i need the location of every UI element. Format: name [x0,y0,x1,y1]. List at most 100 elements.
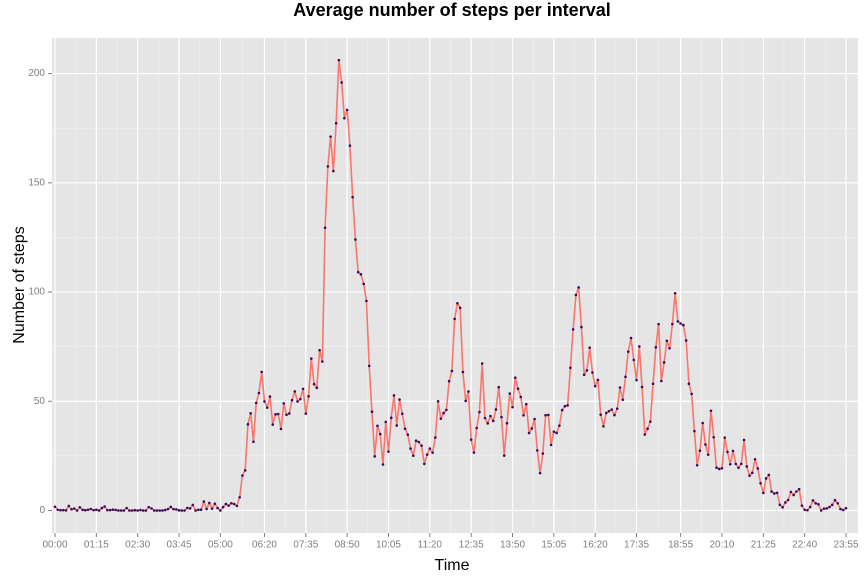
data-point [161,509,164,512]
data-point [103,505,106,508]
data-point [756,467,760,470]
data-point [301,387,305,391]
data-point [340,81,343,84]
data-point [566,404,569,407]
data-point [370,410,374,413]
data-point [491,419,495,423]
data-point [202,500,206,503]
data-point [593,384,597,388]
data-point [298,397,302,401]
data-point [232,502,236,506]
data-point [497,385,501,389]
data-point [704,443,707,446]
data-point [524,402,528,406]
data-point [172,507,175,511]
data-point [141,509,145,512]
data-point [464,399,467,403]
data-point [417,440,421,444]
data-point [745,465,749,468]
data-point [191,503,195,507]
data-point [61,508,65,512]
data-point [398,398,401,401]
x-tick-label: 20:10 [709,540,734,551]
data-point [706,453,710,456]
data-point [447,379,451,383]
data-point [844,506,848,510]
data-point [626,350,630,353]
data-point [646,427,649,430]
data-point [337,58,341,62]
data-point [450,369,454,373]
data-point [150,507,153,510]
data-point [263,400,266,403]
data-point [100,506,104,510]
data-point [839,507,842,511]
data-point [657,322,660,326]
data-point [775,491,779,495]
data-point [615,407,619,410]
data-point [811,499,815,502]
data-point [651,382,655,386]
data-point [717,467,721,471]
data-point [290,398,294,402]
data-point [602,424,605,428]
data-point [461,370,465,374]
data-point [668,347,671,350]
data-point [596,378,600,382]
y-tick-label: 200 [28,68,45,79]
data-point [356,270,360,274]
data-point [221,505,225,509]
data-point [679,322,682,325]
data-point [687,382,691,386]
data-point [784,501,787,504]
data-point [599,413,603,416]
data-point [84,508,87,512]
y-tick-label: 50 [34,396,46,407]
data-point [483,416,487,420]
data-point [81,508,84,512]
data-point [536,449,539,452]
data-point [260,370,264,374]
data-point [786,498,790,502]
data-point [817,502,820,506]
data-point [227,504,230,507]
data-point [533,417,536,421]
data-point [326,165,330,168]
data-point [238,495,241,499]
data-point [698,449,702,452]
data-point [643,433,647,436]
data-point [701,421,704,425]
x-tick-label: 13:50 [500,540,525,551]
data-point [604,411,608,415]
data-point [158,509,162,512]
x-axis-title: Time [435,557,470,574]
data-point [177,509,181,512]
data-point [748,474,751,477]
y-tick-label: 0 [39,505,45,516]
data-point [252,440,255,444]
data-point [833,498,837,502]
data-point [453,317,456,321]
data-point [739,462,743,466]
data-point [185,506,189,510]
data-point [155,509,159,512]
data-point [762,491,765,495]
data-point [516,387,520,391]
data-point [467,390,470,393]
data-point [637,345,641,348]
data-point [563,404,567,408]
data-point [378,432,382,436]
data-point [767,473,771,477]
data-point [544,413,547,417]
y-axis-title: Number of steps [11,226,28,343]
data-point [522,414,525,417]
data-point [442,411,445,415]
data-point [585,369,589,372]
data-point [513,376,517,379]
data-point [332,169,335,173]
data-point [472,451,476,454]
data-point [89,507,93,511]
data-point [610,408,614,411]
data-point [836,501,840,505]
data-point [56,508,60,512]
